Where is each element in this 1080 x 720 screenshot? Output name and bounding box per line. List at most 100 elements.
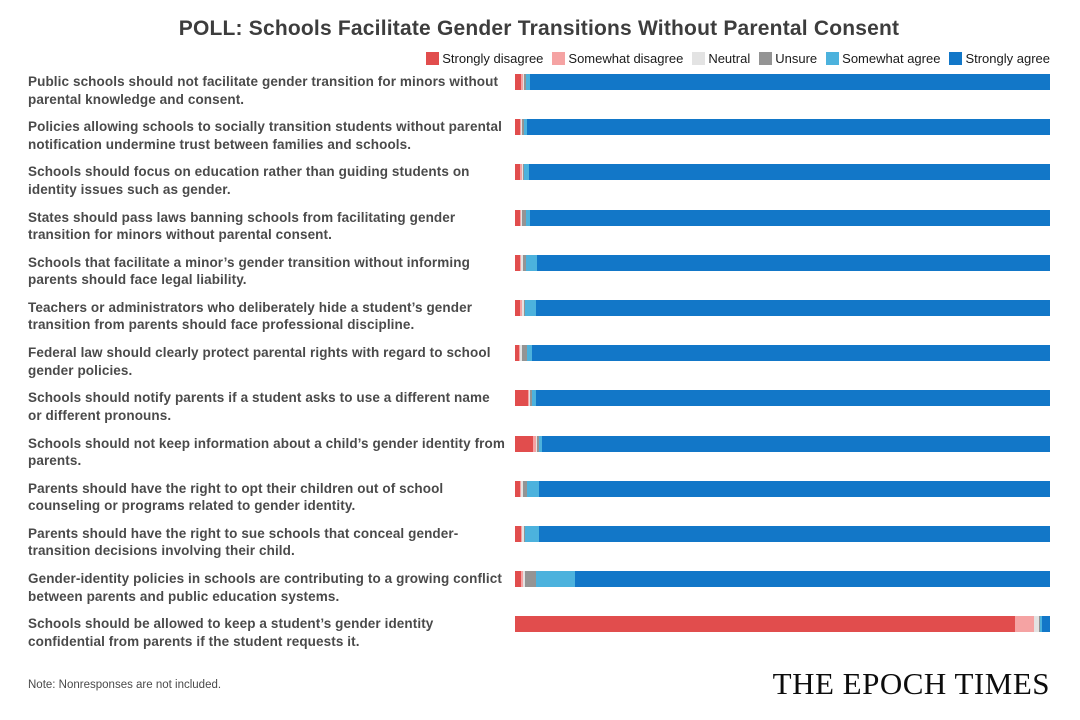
- bar-segment-unsure: [1038, 616, 1040, 633]
- legend-label: Strongly disagree: [442, 51, 544, 66]
- chart-row: Schools that facilitate a minor’s gender…: [28, 254, 1050, 299]
- legend-swatch-strongly-agree: [949, 52, 963, 65]
- statement-label: Schools should not keep information abou…: [28, 435, 505, 469]
- bar-segment-somewhat-agree: [525, 525, 540, 542]
- bar-segment-neutral: [523, 74, 525, 90]
- bar-segment-strongly-agree: [538, 480, 1050, 497]
- bar-segment-somewhat-disagree: [521, 74, 523, 90]
- statement-label: Parents should have the right to opt the…: [28, 480, 444, 514]
- bar-segment-unsure: [524, 74, 526, 90]
- bar-segment-strongly-agree: [528, 164, 1050, 181]
- bar-segment-strongly-agree: [1041, 616, 1050, 633]
- bar-segment-strongly-agree: [536, 390, 1050, 407]
- bar-segment-unsure: [537, 435, 539, 452]
- bar-segment-somewhat-disagree: [533, 435, 536, 452]
- bar-segment-neutral: [1033, 616, 1039, 633]
- bar-segment-somewhat-agree: [536, 571, 576, 588]
- bar-segment-strongly-disagree: [515, 480, 520, 497]
- bar-segment-unsure: [523, 480, 528, 497]
- bar-segment-somewhat-disagree: [520, 209, 522, 226]
- chart-row: Schools should not keep information abou…: [28, 435, 1050, 480]
- bar-segment-neutral: [523, 571, 525, 588]
- statement-label: Parents should have the right to sue sch…: [28, 525, 459, 559]
- bar-segment-strongly-disagree: [515, 390, 528, 407]
- legend-label: Strongly agree: [965, 51, 1050, 66]
- bar-segment-neutral: [520, 480, 523, 497]
- bar-segment-unsure: [523, 299, 526, 316]
- bar-segment-neutral: [522, 525, 524, 542]
- bar-segment-neutral: [521, 164, 523, 181]
- bar-segment-somewhat-agree: [527, 480, 539, 497]
- bar-segment-somewhat-agree: [526, 254, 538, 271]
- stacked-bar: [515, 480, 1050, 497]
- bar-segment-unsure: [523, 525, 526, 542]
- statement-label: Schools should focus on education rather…: [28, 164, 470, 197]
- legend-label: Unsure: [775, 51, 818, 66]
- bar-segment-somewhat-disagree: [527, 390, 530, 407]
- chart-row: Parents should have the right to sue sch…: [28, 525, 1050, 570]
- bar-segment-somewhat-disagree: [520, 571, 523, 588]
- stacked-bar: [515, 345, 1050, 362]
- legend-item-neutral: Neutral: [692, 51, 750, 66]
- bar-segment-strongly-agree: [529, 209, 1050, 226]
- stacked-bar: [515, 390, 1050, 407]
- bar-segment-strongly-agree: [575, 571, 1050, 588]
- bar-segment-strongly-agree: [529, 74, 1050, 90]
- bar-segment-somewhat-disagree: [520, 119, 522, 136]
- bar-segment-strongly-agree: [532, 345, 1050, 362]
- chart-row: Parents should have the right to opt the…: [28, 480, 1050, 525]
- stacked-bar: [515, 616, 1050, 633]
- legend-label: Somewhat agree: [842, 51, 941, 66]
- bar-segment-strongly-disagree: [515, 571, 521, 588]
- bar-segment-somewhat-agree: [524, 164, 529, 181]
- bar-segment-strongly-disagree: [515, 74, 522, 90]
- bar-segment-somewhat-agree: [531, 390, 537, 407]
- bar-segment-unsure: [522, 345, 527, 362]
- bar-segment-neutral: [522, 299, 524, 316]
- chart-row: Teachers or administrators who deliberat…: [28, 299, 1050, 344]
- statement-label: Public schools should not facilitate gen…: [28, 74, 499, 107]
- bar-segment-somewhat-agree: [525, 74, 530, 90]
- stacked-bar: [515, 254, 1050, 271]
- bar-segment-neutral: [521, 254, 523, 271]
- bar-segment-neutral: [535, 435, 538, 452]
- bar-segment-somewhat-disagree: [520, 299, 523, 316]
- stacked-bar: [515, 164, 1050, 181]
- bar-segment-unsure: [522, 209, 526, 226]
- bar-segment-strongly-disagree: [515, 435, 534, 452]
- bar-segment-strongly-disagree: [515, 525, 521, 542]
- bar-segment-unsure: [523, 254, 527, 271]
- bar-segment-strongly-agree: [539, 525, 1050, 542]
- chart-row: Policies allowing schools to socially tr…: [28, 118, 1050, 163]
- legend-item-strongly-agree: Strongly agree: [949, 51, 1050, 66]
- chart-row: Public schools should not facilitate gen…: [28, 73, 1050, 118]
- bar-segment-strongly-agree: [537, 254, 1050, 271]
- legend-item-unsure: Unsure: [759, 51, 817, 66]
- bar-segment-unsure: [522, 119, 524, 136]
- statement-label: States should pass laws banning schools …: [28, 209, 456, 243]
- bar-segment-somewhat-agree: [538, 435, 542, 452]
- chart-legend: Strongly disagree Somewhat disagree Neutra…: [28, 51, 1050, 66]
- legend-item-strongly-disagree: Strongly disagree: [426, 51, 543, 66]
- stacked-bar: [515, 435, 1050, 452]
- bar-segment-strongly-agree: [527, 119, 1050, 136]
- chart-row: States should pass laws banning schools …: [28, 209, 1050, 254]
- legend-label: Neutral: [708, 51, 751, 66]
- poll-chart: Public schools should not facilitate gen…: [28, 73, 1050, 660]
- stacked-bar: [515, 571, 1050, 588]
- bar-segment-somewhat-disagree: [519, 345, 521, 362]
- bar-segment-strongly-disagree: [515, 254, 520, 271]
- bar-segment-somewhat-agree: [1039, 616, 1042, 633]
- bar-segment-unsure: [523, 164, 525, 181]
- bar-segment-unsure: [524, 571, 537, 588]
- chart-row: Schools should be allowed to keep a stud…: [28, 615, 1050, 660]
- bar-segment-somewhat-disagree: [520, 525, 523, 542]
- bar-segment-somewhat-agree: [525, 209, 530, 226]
- epoch-times-logo: THE EPOCH TIMES: [772, 666, 1050, 702]
- chart-row: Schools should focus on education rather…: [28, 163, 1050, 208]
- bar-segment-strongly-agree: [541, 435, 1050, 452]
- bar-segment-strongly-disagree: [515, 345, 520, 362]
- bar-segment-unsure: [530, 390, 532, 407]
- bar-segment-somewhat-agree: [523, 119, 528, 136]
- legend-swatch-unsure: [759, 52, 773, 65]
